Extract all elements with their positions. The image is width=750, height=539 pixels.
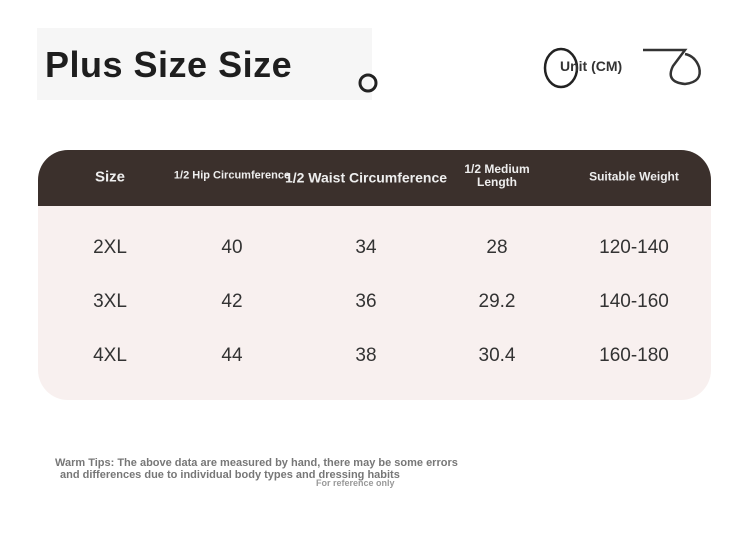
unit-decor bbox=[543, 47, 701, 89]
table-cell: 3XL bbox=[93, 291, 127, 312]
decor-circle bbox=[358, 73, 378, 93]
table-cell: 4XL bbox=[93, 345, 127, 366]
column-header: 1/2 Medium Length bbox=[464, 162, 530, 189]
title: Plus Size Size bbox=[45, 44, 293, 85]
table-cell: 42 bbox=[221, 291, 243, 312]
table-cell: 34 bbox=[355, 237, 377, 258]
column-header: Size bbox=[94, 168, 125, 186]
column-header: Suitable Weight bbox=[589, 169, 679, 184]
table-cell: 160-180 bbox=[599, 345, 669, 366]
table-cell: 140-160 bbox=[599, 291, 669, 312]
tip-text: Warm Tips: The above data are measured b… bbox=[55, 457, 458, 469]
column-header: 1/2 Hip Circumference bbox=[173, 169, 291, 182]
table-cell: 29.2 bbox=[478, 291, 516, 312]
column-header: 1/2 Waist Circumference bbox=[284, 169, 448, 186]
table-cell: 2XL bbox=[93, 237, 127, 258]
table-cell: 40 bbox=[221, 237, 243, 258]
table-cell: 120-140 bbox=[599, 237, 669, 258]
table-cell: 30.4 bbox=[478, 345, 516, 366]
table-cell: 44 bbox=[221, 345, 243, 366]
table-header: Size 1/2 Hip Circumference 1/2 Waist Circu… bbox=[38, 150, 711, 206]
tip-text: and differences due to individual body t… bbox=[60, 469, 400, 481]
size-table: Size 1/2 Hip Circumference 1/2 Waist Circu… bbox=[38, 150, 711, 400]
table-cell: 28 bbox=[486, 237, 508, 258]
unit-label: Unit (CM) bbox=[560, 58, 623, 74]
table-cell: 36 bbox=[355, 291, 377, 312]
table-cell: 38 bbox=[355, 345, 377, 366]
reference-note: For reference only bbox=[316, 478, 395, 488]
title-background bbox=[37, 28, 372, 100]
